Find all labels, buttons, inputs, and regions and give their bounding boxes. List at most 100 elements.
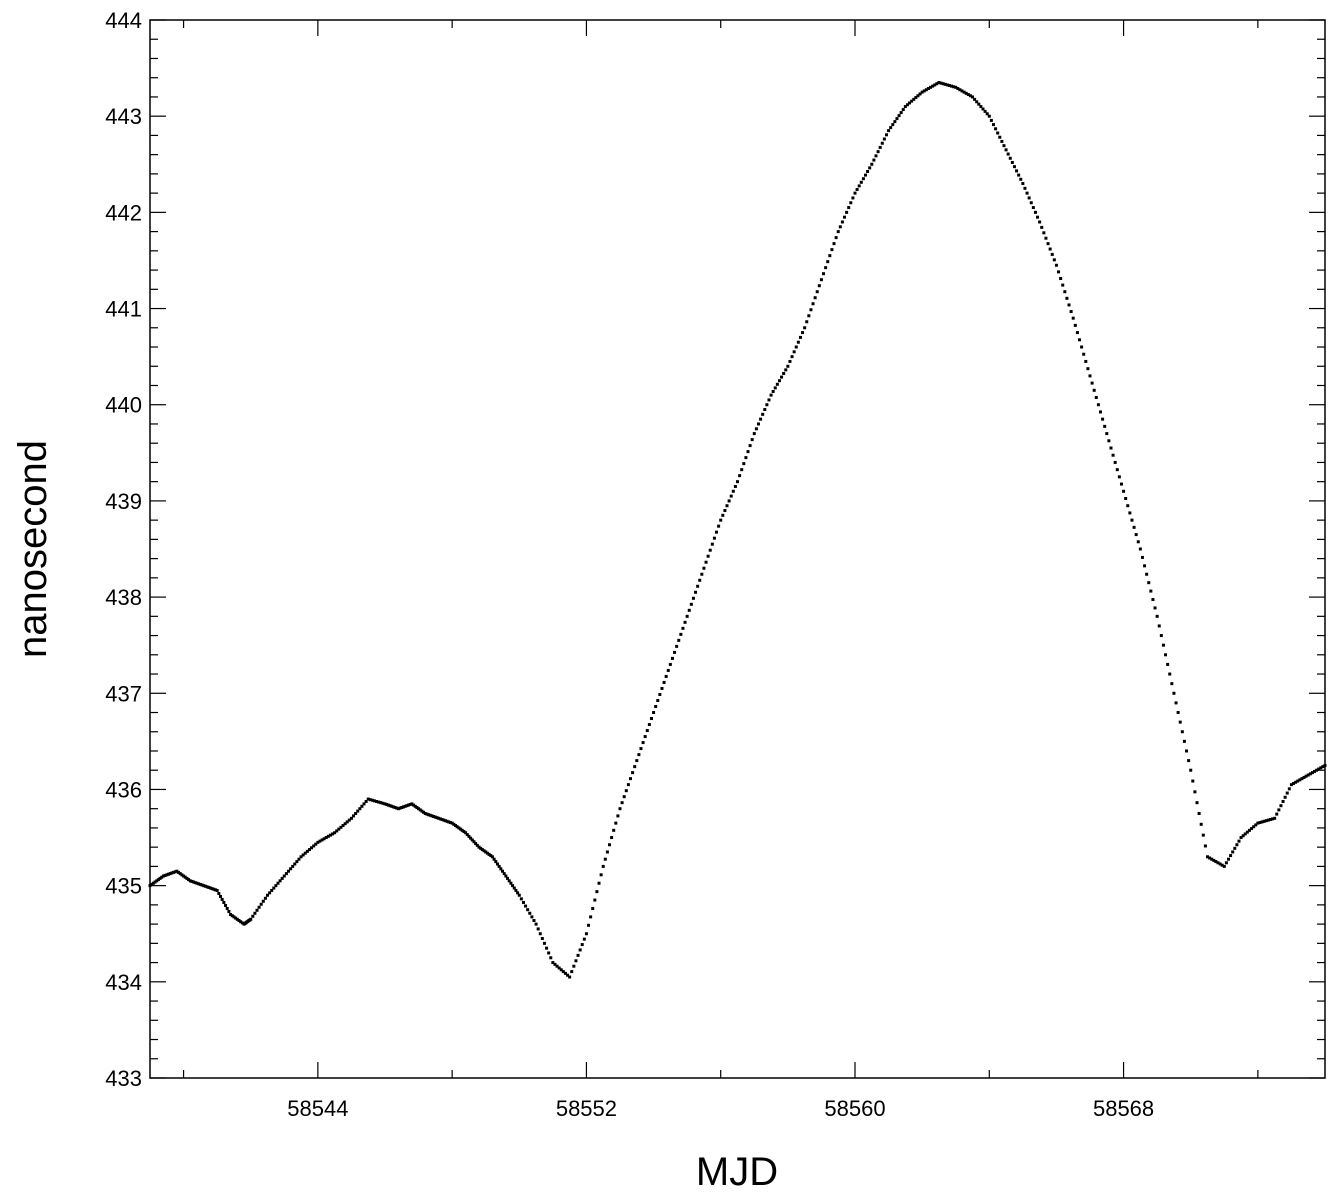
data-point [532,919,536,923]
data-point [1138,547,1142,551]
data-point [702,566,706,570]
data-point [706,554,710,558]
data-point [996,131,1000,135]
data-point [375,799,379,803]
data-point [968,94,972,98]
data-point [390,804,394,808]
data-point [1128,511,1132,515]
data-point [536,927,540,931]
data-point [437,816,441,820]
data-point [1321,765,1325,769]
data-point [507,879,511,883]
data-point [786,364,790,368]
data-point [373,799,377,803]
data-point [469,836,473,840]
data-point [1040,225,1044,229]
data-point [286,869,290,873]
data-point [454,824,457,828]
data-point [1250,827,1254,831]
data-point [266,893,269,897]
x-tick-label: 58544 [287,1096,348,1121]
data-point [773,386,777,390]
data-point [1132,525,1136,529]
data-point [696,584,700,588]
data-point [1260,820,1264,824]
data-point [547,951,551,955]
data-point [756,422,760,426]
data-point [220,897,224,901]
data-point [1199,822,1203,826]
data-point [1289,783,1293,787]
data-point [566,973,570,977]
data-point [784,368,788,372]
data-point [1088,374,1092,378]
y-tick-label: 444 [105,8,142,33]
data-point [1159,634,1163,638]
data-point [1042,231,1046,235]
data-point [1054,263,1058,267]
data-point [239,920,243,924]
y-tick-label: 435 [105,874,142,899]
data-point [222,900,226,904]
data-point [1111,453,1115,457]
data-point [168,872,172,876]
data-point [612,828,616,832]
data-point [339,825,343,829]
data-point [1021,182,1025,186]
data-point [1130,518,1134,522]
data-point [635,759,639,763]
data-point [691,596,695,600]
data-point [1002,144,1006,148]
data-point [973,97,977,101]
data-point [975,100,979,104]
data-point [960,89,964,93]
data-point [578,948,582,952]
data-point [1197,812,1201,815]
data-point [763,408,767,412]
data-point [1046,242,1050,246]
data-point [261,899,265,903]
data-point [1298,778,1302,782]
data-point [420,809,424,813]
data-point [677,638,681,642]
data-point [1256,821,1260,825]
data-point [528,911,532,915]
data-point [1067,303,1071,307]
data-point [1155,614,1159,618]
data-point [572,964,576,968]
data-point [631,771,635,775]
data-point [335,829,339,833]
data-point [1252,825,1256,829]
data-point [155,879,159,883]
data-point [656,698,660,702]
data-point [788,359,792,363]
data-point [148,884,152,888]
data-point [1271,817,1275,821]
data-point [1214,860,1218,864]
data-point [1294,780,1298,784]
data-point [819,278,823,282]
data-point [460,828,464,832]
data-point [796,340,800,344]
data-point [464,831,468,835]
x-tick-label: 58560 [824,1096,885,1121]
data-point [205,885,209,889]
data-point [356,809,360,813]
data-point [922,89,926,93]
data-point [235,917,239,921]
data-point [603,857,607,861]
data-point [395,806,399,810]
data-point [964,91,968,95]
data-point [477,845,481,849]
data-point [563,971,567,975]
data-point [1220,863,1224,867]
data-point [504,874,508,878]
data-point [943,82,947,86]
data-point [620,801,624,805]
data-point [1310,771,1314,775]
data-point [310,846,314,850]
data-point [165,873,169,877]
data-point [1226,857,1230,861]
data-point [647,723,651,727]
data-point [212,887,216,891]
